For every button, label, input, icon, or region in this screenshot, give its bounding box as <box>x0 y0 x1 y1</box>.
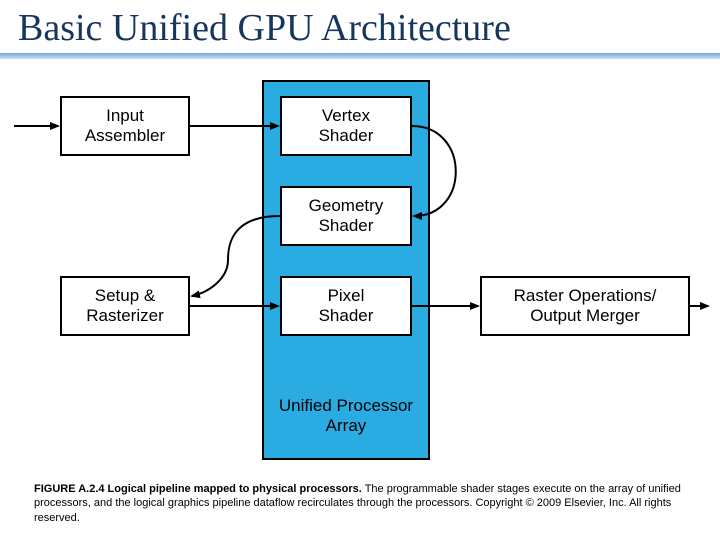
box-geometry-shader: GeometryShader <box>280 186 412 246</box>
box-input-assembler: InputAssembler <box>60 96 190 156</box>
box-raster-operations: Raster Operations/Output Merger <box>480 276 690 336</box>
box-vertex-shader: VertexShader <box>280 96 412 156</box>
figure-caption-bold: FIGURE A.2.4 Logical pipeline mapped to … <box>34 483 362 495</box>
title-underline <box>0 53 720 59</box>
box-pixel-shader: PixelShader <box>280 276 412 336</box>
figure-caption: FIGURE A.2.4 Logical pipeline mapped to … <box>34 482 694 525</box>
box-unified-processor-array: Unified ProcessorArray <box>278 386 414 446</box>
box-setup-rasterizer: Setup &Rasterizer <box>60 276 190 336</box>
page-title: Basic Unified GPU Architecture <box>18 6 511 50</box>
